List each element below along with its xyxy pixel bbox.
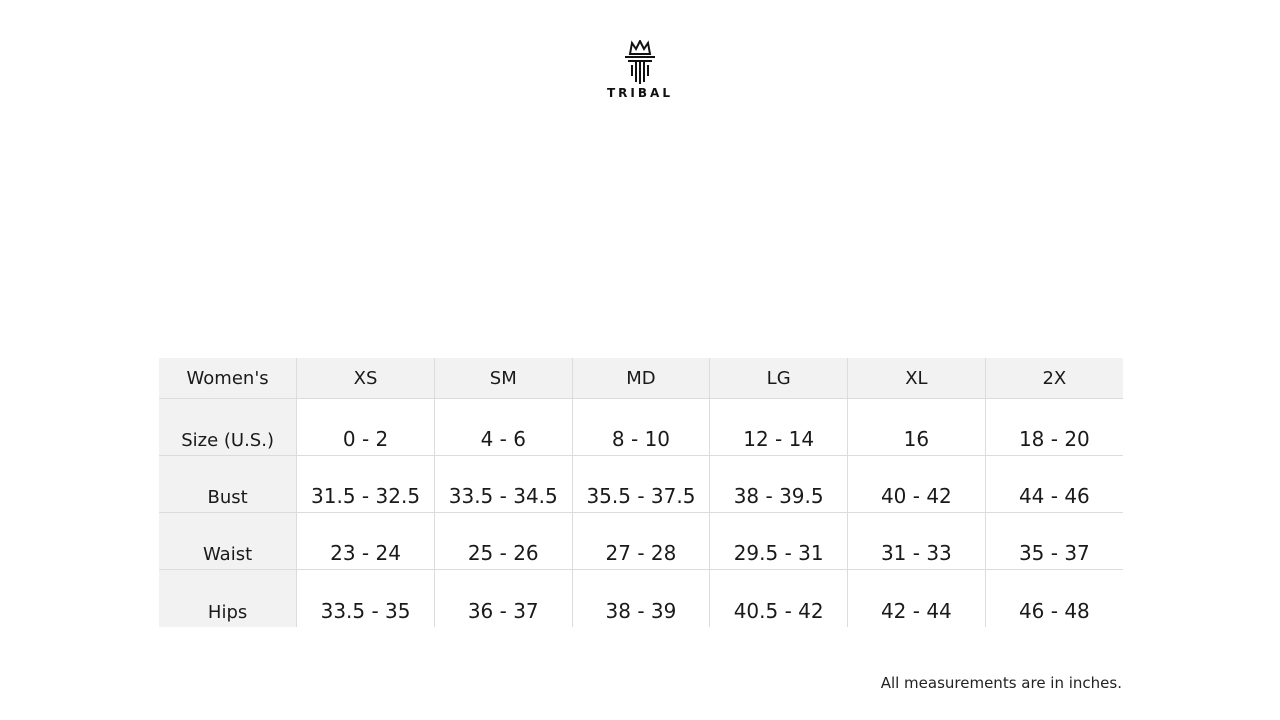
table-cell: 8 - 10: [571, 398, 711, 456]
table-cell: 36 - 37: [433, 569, 573, 627]
table-cell: 38 - 39.5: [709, 455, 849, 513]
header-cell: 2X: [984, 358, 1123, 399]
table-cell: 29.5 - 31: [709, 512, 849, 570]
table-cell: 4 - 6: [433, 398, 573, 456]
table-header-row: Women's XS SM MD LG XL 2X: [159, 358, 1123, 399]
header-cell: XS: [296, 358, 435, 399]
table-cell: 0 - 2: [296, 398, 435, 456]
brand-logo: TRIBAL: [600, 40, 680, 100]
table-cell: 33.5 - 35: [296, 569, 435, 627]
table-cell: 42 - 44: [847, 569, 986, 627]
table-cell: 35 - 37: [984, 512, 1123, 570]
table-cell: 27 - 28: [571, 512, 711, 570]
row-label: Waist: [159, 512, 298, 570]
row-label: Size (U.S.): [159, 398, 298, 456]
table-cell: 31 - 33: [847, 512, 986, 570]
measurement-note: All measurements are in inches.: [880, 674, 1122, 692]
table-cell: 44 - 46: [984, 455, 1123, 513]
table-cell: 23 - 24: [296, 512, 435, 570]
header-cell: Women's: [159, 358, 298, 399]
header-cell: SM: [433, 358, 573, 399]
header-cell: XL: [847, 358, 986, 399]
table-cell: 38 - 39: [571, 569, 711, 627]
table-cell: 18 - 20: [984, 398, 1123, 456]
row-label: Hips: [159, 569, 298, 627]
table-cell: 16: [847, 398, 986, 456]
table-cell: 31.5 - 32.5: [296, 455, 435, 513]
row-label: Bust: [159, 455, 298, 513]
table-row: Size (U.S.) 0 - 2 4 - 6 8 - 10 12 - 14 1…: [159, 398, 1123, 456]
brand-name: TRIBAL: [607, 86, 673, 100]
size-chart-table: Women's XS SM MD LG XL 2X Size (U.S.) 0 …: [159, 358, 1123, 627]
table-cell: 12 - 14: [709, 398, 849, 456]
crown-t-logo-icon: [625, 40, 655, 84]
table-cell: 40 - 42: [847, 455, 986, 513]
table-row: Waist 23 - 24 25 - 26 27 - 28 29.5 - 31 …: [159, 512, 1123, 570]
table-cell: 33.5 - 34.5: [433, 455, 573, 513]
header-cell: LG: [709, 358, 849, 399]
header-cell: MD: [571, 358, 711, 399]
table-cell: 40.5 - 42: [709, 569, 849, 627]
table-cell: 35.5 - 37.5: [571, 455, 711, 513]
table-row: Bust 31.5 - 32.5 33.5 - 34.5 35.5 - 37.5…: [159, 455, 1123, 513]
table-cell: 25 - 26: [433, 512, 573, 570]
table-cell: 46 - 48: [984, 569, 1123, 627]
table-row: Hips 33.5 - 35 36 - 37 38 - 39 40.5 - 42…: [159, 569, 1123, 627]
